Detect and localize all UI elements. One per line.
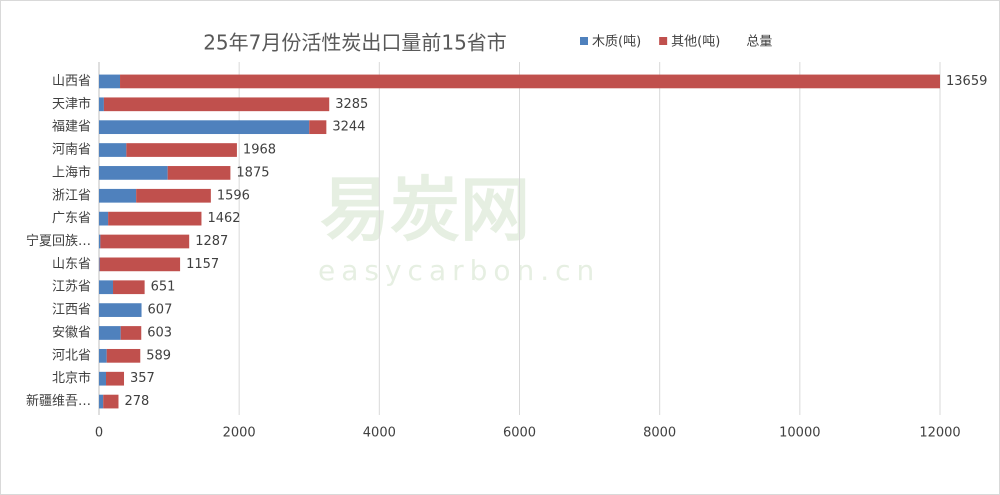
bar-segment xyxy=(113,280,145,295)
bar-segment xyxy=(120,326,142,340)
x-tick-label: 2000 xyxy=(223,426,256,441)
bar-segment xyxy=(106,371,125,386)
bar-segment xyxy=(99,74,121,89)
bar-segment xyxy=(136,188,211,203)
bars xyxy=(99,74,940,409)
data-label: 607 xyxy=(148,303,173,318)
y-tick-label: 福建省 xyxy=(52,120,91,135)
watermark-url: easycarbon.cn xyxy=(318,254,600,287)
y-tick-label: 江苏省 xyxy=(52,279,91,295)
bar-segment xyxy=(99,303,142,317)
data-label: 3244 xyxy=(332,120,365,135)
bar-segment xyxy=(126,143,237,157)
bar-segment xyxy=(99,394,104,409)
y-tick-label: 天津市 xyxy=(52,96,91,112)
data-label: 1462 xyxy=(207,211,240,226)
y-tick-label: 北京市 xyxy=(52,370,91,386)
data-label: 1157 xyxy=(186,257,219,272)
y-tick-label: 宁夏回族… xyxy=(26,233,91,249)
legend-swatch xyxy=(580,37,588,45)
bar-segment xyxy=(309,120,327,135)
data-label: 603 xyxy=(147,325,172,340)
x-tick-label: 0 xyxy=(95,426,103,441)
y-tick-label: 上海市 xyxy=(52,164,91,180)
bar-segment xyxy=(99,211,109,226)
y-tick-label: 广东省 xyxy=(52,211,91,226)
y-tick-label: 河北省 xyxy=(52,348,91,363)
bar-segment xyxy=(99,257,100,272)
bar-segment xyxy=(103,97,330,112)
bar-segment xyxy=(99,97,104,112)
watermark: 易炭网 xyxy=(320,169,530,251)
x-tick-label: 12000 xyxy=(919,426,960,441)
bar-segment xyxy=(103,394,119,409)
x-tick-label: 6000 xyxy=(503,426,536,441)
bar-segment xyxy=(99,188,137,203)
data-label: 1287 xyxy=(195,234,228,249)
x-tick-label: 8000 xyxy=(643,426,676,441)
data-label: 1875 xyxy=(236,165,269,180)
bar-segment xyxy=(99,257,181,272)
data-label: 1968 xyxy=(243,143,276,158)
bar-segment xyxy=(167,166,231,180)
y-tick-label: 新疆维吾… xyxy=(26,393,91,409)
x-tick-label: 10000 xyxy=(779,426,820,441)
legend-label: 木质(吨) xyxy=(592,35,641,50)
bar-segment xyxy=(99,326,121,340)
y-tick-label: 山东省 xyxy=(52,257,91,272)
data-label: 13659 xyxy=(946,74,987,89)
bar-segment xyxy=(99,348,107,363)
y-tick-label: 江西省 xyxy=(52,303,91,318)
legend-label: 其他(吨) xyxy=(671,35,720,50)
bar-segment xyxy=(99,280,114,295)
y-tick-label: 安徽省 xyxy=(52,325,91,340)
y-tick-label: 浙江省 xyxy=(52,188,91,203)
x-tick-label: 4000 xyxy=(363,426,396,441)
data-label: 589 xyxy=(146,348,171,363)
data-label: 1596 xyxy=(217,188,250,203)
bar-segment xyxy=(120,74,940,89)
data-label: 357 xyxy=(130,371,155,386)
bar-segment xyxy=(108,211,202,226)
data-label: 651 xyxy=(151,280,176,295)
bar-segment xyxy=(100,234,190,249)
y-tick-label: 河南省 xyxy=(52,142,91,158)
bar-segment xyxy=(99,166,168,180)
bar-segment xyxy=(106,348,141,363)
bar-segment xyxy=(99,371,107,386)
bar-segment xyxy=(99,143,127,157)
bar-segment xyxy=(99,234,101,249)
data-label: 278 xyxy=(124,394,149,409)
legend-swatch xyxy=(659,37,668,45)
bar-segment xyxy=(99,120,310,135)
chart-title: 25年7月份活性炭出口量前15省市 xyxy=(203,31,507,55)
data-label: 3285 xyxy=(335,97,368,112)
legend-label: 总量 xyxy=(746,35,772,50)
y-tick-label: 山西省 xyxy=(52,74,91,89)
